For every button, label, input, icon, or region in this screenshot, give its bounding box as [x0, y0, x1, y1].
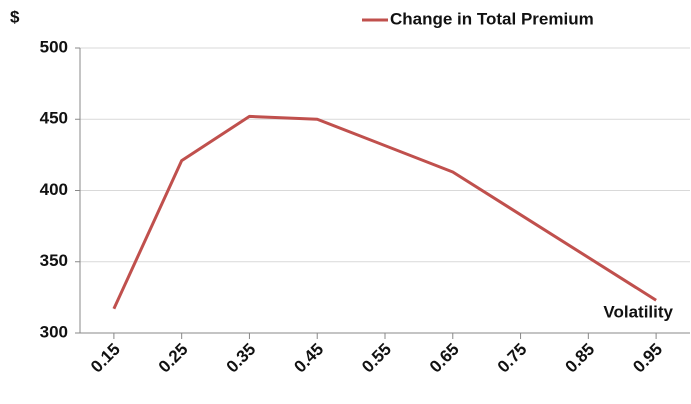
y-tick-label: 300 — [40, 322, 68, 341]
x-tick-label: 0.45 — [290, 340, 327, 377]
x-tick-label: 0.85 — [561, 340, 598, 377]
y-axis-label: $ — [10, 7, 20, 26]
y-tick-label: 350 — [40, 251, 68, 270]
legend-label: Change in Total Premium — [390, 9, 594, 28]
x-tick-label: 0.35 — [223, 340, 260, 377]
y-tick-label: 400 — [40, 180, 68, 199]
x-tick-label: 0.95 — [629, 340, 666, 377]
y-tick-label: 500 — [40, 37, 68, 56]
x-axis-label: Volatility — [603, 302, 673, 321]
x-tick-label: 0.55 — [358, 340, 395, 377]
x-tick-label: 0.75 — [494, 340, 531, 377]
y-tick-label: 450 — [40, 109, 68, 128]
x-tick-label: 0.25 — [155, 340, 192, 377]
x-tick-label: 0.65 — [426, 340, 463, 377]
x-tick-label: 0.15 — [87, 340, 124, 377]
line — [112, 114, 657, 310]
